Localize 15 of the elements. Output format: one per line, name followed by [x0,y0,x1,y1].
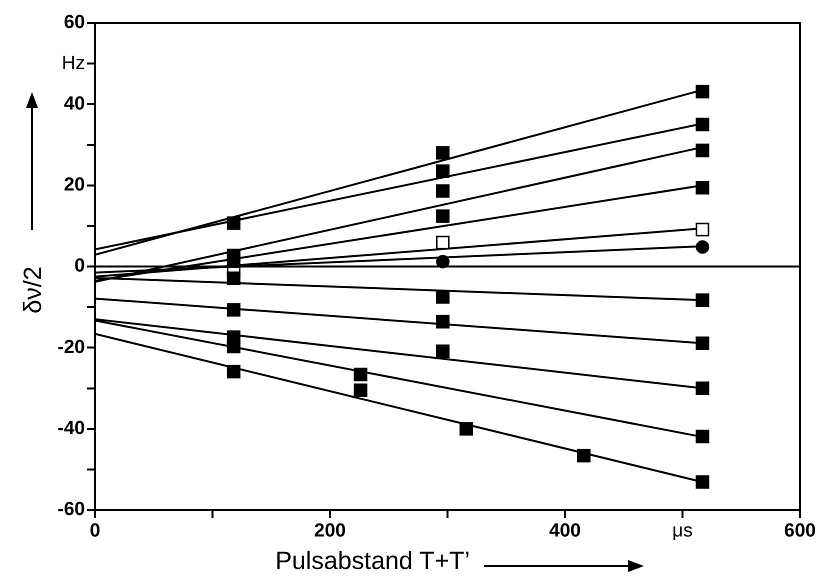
y-tick-label: 20 [64,174,85,196]
x-tick-label: μs [672,520,693,542]
y-axis-title: δν/2 [18,266,47,314]
x-axis-title: Pulsabstand T+T’ [275,546,470,575]
x-tick-label: 400 [549,520,581,542]
x-tick-label: 0 [90,520,100,542]
y-tick-label: 0 [74,256,85,277]
y-tick-label: Hz [62,52,85,74]
y-tick-label: -60 [58,499,85,520]
y-tick-label: -20 [58,336,85,358]
y-tick-label: -40 [58,418,85,440]
y-tick-label: 60 [64,12,85,34]
x-tick-label: 600 [784,520,816,542]
y-tick-label: 40 [64,93,85,114]
x-tick-label: 200 [314,520,346,542]
